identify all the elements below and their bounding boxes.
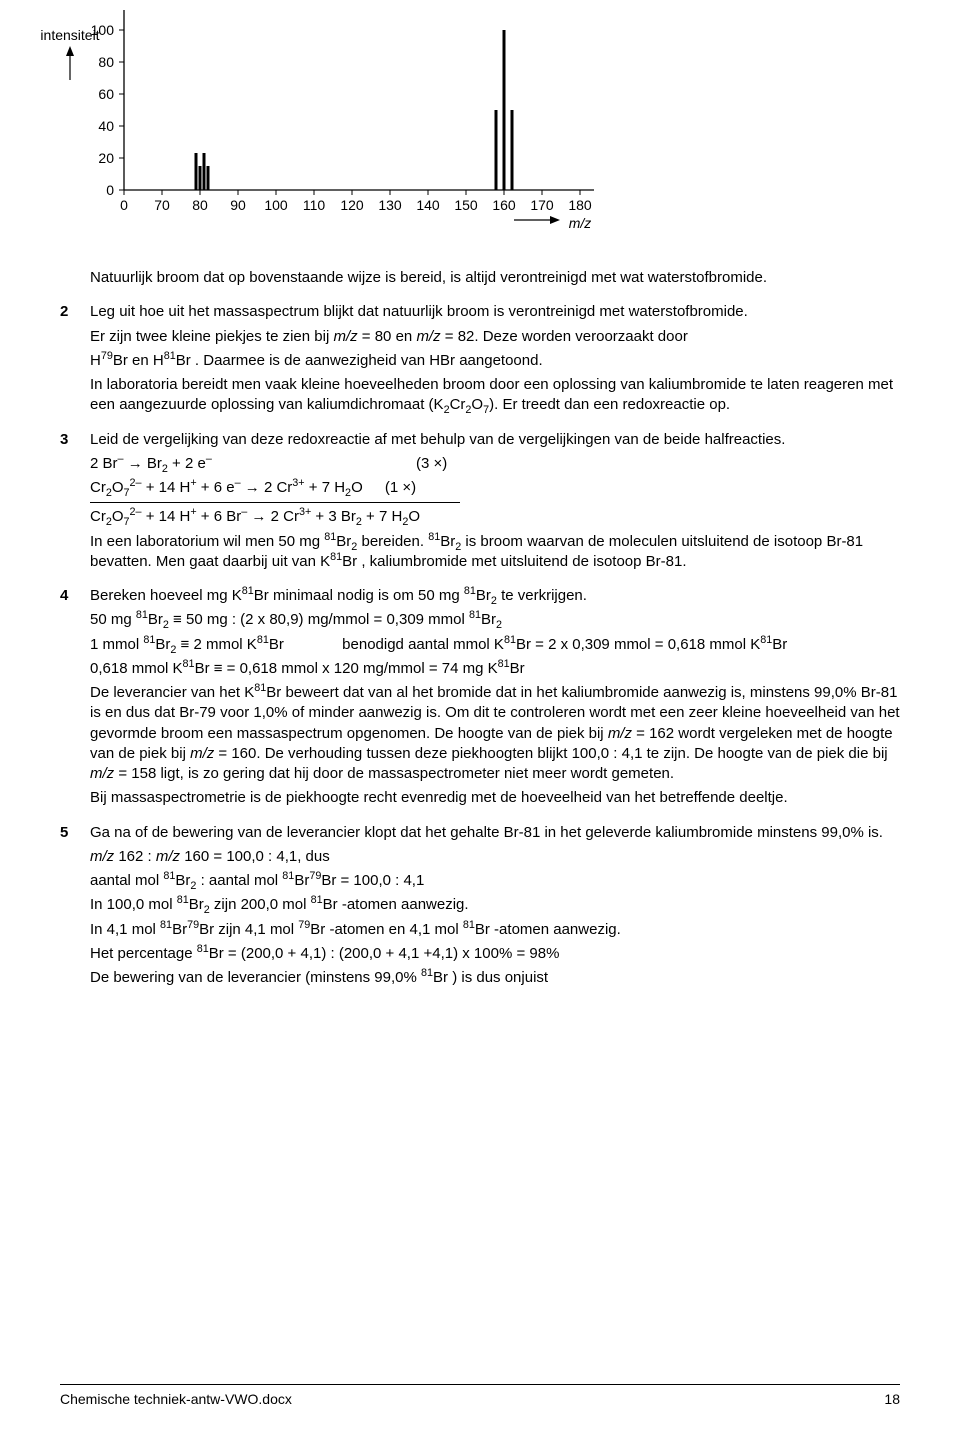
peaks: [196, 30, 512, 190]
q4-context: De leverancier van het K81Br beweert dat…: [90, 683, 900, 784]
q5-prompt: Ga na of de bewering van de leverancier …: [90, 823, 900, 843]
footer-rule: [60, 1384, 900, 1385]
q2-number: 2: [60, 302, 90, 419]
y-ticks: 0 20 40 60 80 100: [91, 22, 124, 198]
svg-text:40: 40: [98, 118, 114, 134]
svg-text:130: 130: [378, 197, 402, 213]
svg-text:0: 0: [120, 197, 128, 213]
question-2: 2 Leg uit hoe uit het massaspectrum blij…: [60, 302, 900, 419]
q2-context: In laboratoria bereidt men vaak kleine h…: [90, 375, 900, 416]
q4-number: 4: [60, 586, 90, 813]
x-axis-label: m/z: [569, 215, 592, 231]
svg-text:170: 170: [530, 197, 554, 213]
svg-text:180: 180: [568, 197, 592, 213]
q3-prompt: Leid de vergelijking van deze redoxreact…: [90, 430, 900, 450]
q4-calc-3: 0,618 mmol K81Br ≡ = 0,618 mmol x 120 mg…: [90, 659, 900, 679]
axes: [124, 10, 594, 224]
question-4: 4 Bereken hoeveel mg K81Br minimaal nodi…: [60, 586, 900, 813]
q5-l5: Het percentage 81Br = (200,0 + 4,1) : (2…: [90, 944, 900, 964]
q4-calc-2: 1 mmol 81Br2 ≡ 2 mmol K81Br benodigd aan…: [90, 635, 900, 655]
question-5: 5 Ga na of de bewering van de leverancie…: [60, 823, 900, 993]
page-footer: Chemische techniek-antw-VWO.docx 18: [60, 1390, 900, 1409]
q4-prompt: Bereken hoeveel mg K81Br minimaal nodig …: [90, 586, 900, 606]
q2-prompt: Leg uit hoe uit het massaspectrum blijkt…: [90, 302, 900, 322]
svg-text:90: 90: [230, 197, 246, 213]
svg-text:140: 140: [416, 197, 440, 213]
svg-text:110: 110: [303, 197, 326, 213]
mass-spectrum-chart: intensiteit 0 20 40 60 80 100: [24, 0, 900, 250]
svg-text:60: 60: [98, 86, 114, 102]
q5-l4: In 4,1 mol 81Br79Br zijn 4,1 mol 79Br -a…: [90, 920, 900, 940]
svg-text:70: 70: [154, 197, 170, 213]
q3-eq3: Cr2O72– + 14 H+ + 6 Br– → 2 Cr3+ + 3 Br2…: [90, 507, 900, 527]
svg-text:0: 0: [106, 182, 114, 198]
svg-text:100: 100: [91, 22, 115, 38]
intro-line: Natuurlijk broom dat op bovenstaande wij…: [60, 268, 900, 292]
svg-text:20: 20: [98, 150, 114, 166]
question-3: 3 Leid de vergelijking van deze redoxrea…: [60, 430, 900, 577]
q3-eq1: 2 Br– → Br2 + 2 e– (3 ×): [90, 454, 900, 474]
intro-text: Natuurlijk broom dat op bovenstaande wij…: [90, 268, 900, 288]
q4-calc-1: 50 mg 81Br2 ≡ 50 mg : (2 x 80,9) mg/mmol…: [90, 610, 900, 630]
q5-l2: aantal mol 81Br2 : aantal mol 81Br79Br =…: [90, 871, 900, 891]
q2-ans-a: Er zijn twee kleine piekjes te zien bij …: [90, 327, 900, 347]
q5-l3: In 100,0 mol 81Br2 zijn 200,0 mol 81Br -…: [90, 895, 900, 915]
q3-context: In een laboratorium wil men 50 mg 81Br2 …: [90, 532, 900, 573]
chart-svg: intensiteit 0 20 40 60 80 100: [24, 0, 624, 250]
y-arrow-head: [66, 46, 74, 56]
q5-number: 5: [60, 823, 90, 993]
page: intensiteit 0 20 40 60 80 100: [0, 0, 960, 1433]
q5-l1: m/z 162 : m/z 160 = 100,0 : 4,1, dus: [90, 847, 900, 867]
svg-text:120: 120: [340, 197, 364, 213]
footer-filename: Chemische techniek-antw-VWO.docx: [60, 1390, 292, 1409]
svg-text:150: 150: [454, 197, 478, 213]
svg-text:160: 160: [492, 197, 516, 213]
x-ticks: 0 70 80 90 100 110 120 130 140 150 160 1…: [120, 190, 592, 213]
q2-ans-b: H79Br en H81Br . Daarmee is de aanwezigh…: [90, 351, 900, 371]
svg-text:80: 80: [192, 197, 208, 213]
q3-rule: [90, 502, 460, 503]
q3-number: 3: [60, 430, 90, 577]
svg-text:80: 80: [98, 54, 114, 70]
footer-page-number: 18: [884, 1390, 900, 1409]
q4-context-2: Bij massaspectrometrie is de piekhoogte …: [90, 788, 900, 808]
svg-text:100: 100: [264, 197, 288, 213]
q5-l6: De bewering van de leverancier (minstens…: [90, 968, 900, 988]
q3-eq2: Cr2O72– + 14 H+ + 6 e– → 2 Cr3+ + 7 H2O …: [90, 478, 900, 498]
